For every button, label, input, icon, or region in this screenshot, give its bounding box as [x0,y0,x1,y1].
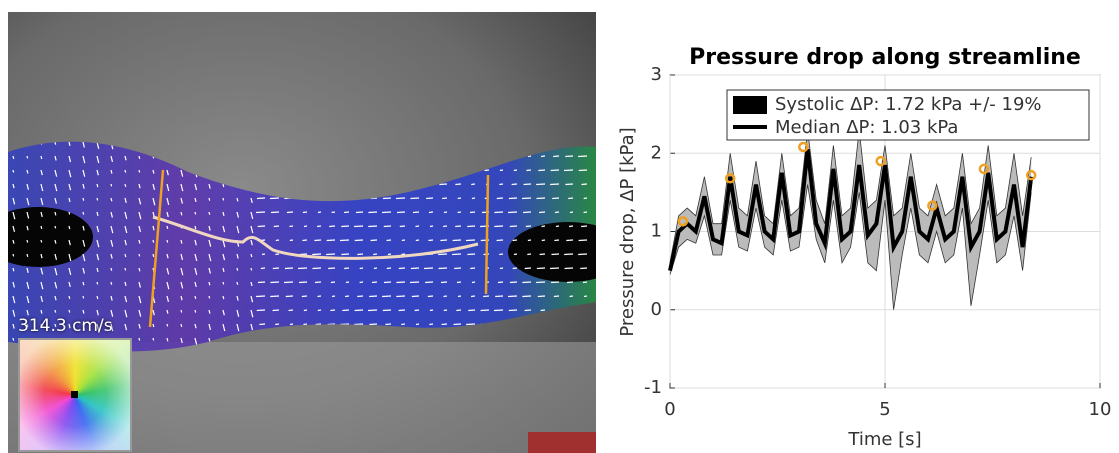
y-tick-label: -1 [644,377,662,398]
chart: Pressure drop along streamline Time [s] … [0,0,1119,453]
y-tick-label: 1 [651,221,662,242]
x-axis-label: Time [s] [847,429,921,450]
legend-label: Median ΔP: 1.03 kPa [775,117,958,138]
chart-title: Pressure drop along streamline [689,45,1081,70]
y-axis-label: Pressure drop, ΔP [kPa] [617,127,638,336]
x-tick-label: 5 [879,399,890,420]
y-tick-label: 2 [651,142,662,163]
page: 314.3 cm/s Pressure drop along streamlin… [0,0,1119,453]
legend-label: Systolic ΔP: 1.72 kPa +/- 19% [775,94,1042,115]
x-tick-label: 0 [664,399,675,420]
y-tick-label: 0 [651,299,662,320]
y-tick-label: 3 [651,64,662,85]
legend-swatch [733,96,767,114]
x-tick-label: 10 [1089,399,1112,420]
